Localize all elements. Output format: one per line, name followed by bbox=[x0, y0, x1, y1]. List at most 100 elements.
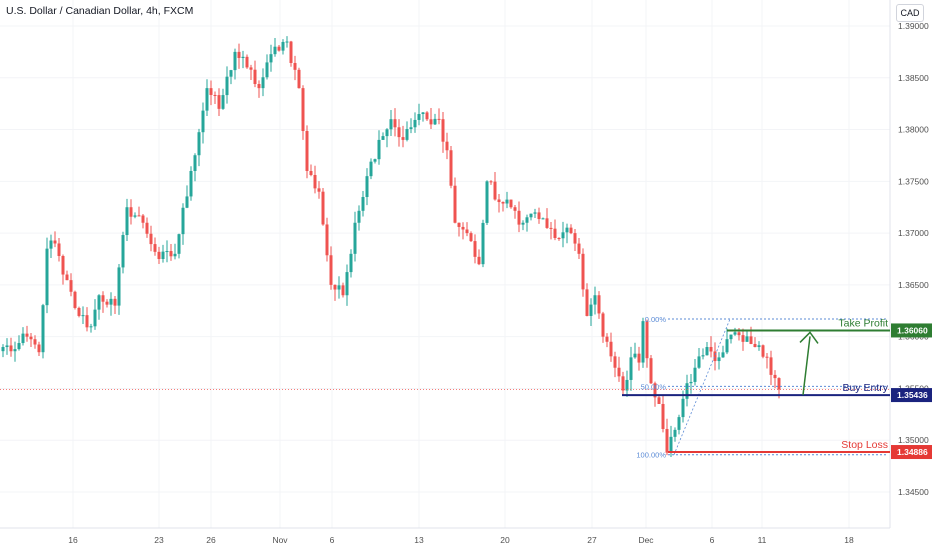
candle-down bbox=[489, 181, 493, 183]
candle-up bbox=[165, 251, 169, 253]
candle-down bbox=[333, 284, 337, 290]
time-tick-label: 18 bbox=[844, 535, 854, 545]
candle-up bbox=[389, 119, 393, 130]
candle-up bbox=[161, 251, 165, 259]
candle-up bbox=[561, 232, 565, 239]
price-tick-label: 1.38000 bbox=[898, 125, 929, 135]
candle-up bbox=[681, 398, 685, 418]
candle-down bbox=[573, 233, 577, 244]
candle-up bbox=[729, 334, 733, 340]
candle-up bbox=[705, 347, 709, 356]
candle-up bbox=[265, 62, 269, 78]
candle-down bbox=[213, 94, 217, 96]
candle-up bbox=[225, 76, 229, 96]
candle-up bbox=[1, 347, 5, 352]
candle-up bbox=[725, 339, 729, 353]
candle-down bbox=[473, 241, 477, 257]
candle-down bbox=[741, 335, 745, 342]
candle-up bbox=[337, 285, 341, 290]
candle-down bbox=[317, 188, 321, 192]
candle-up bbox=[541, 218, 545, 220]
candle-up bbox=[629, 357, 633, 380]
candle-down bbox=[665, 428, 669, 453]
candle-down bbox=[621, 376, 625, 391]
candle-down bbox=[513, 207, 517, 211]
time-tick-label: 13 bbox=[414, 535, 424, 545]
candle-down bbox=[469, 233, 473, 242]
candle-up bbox=[533, 212, 537, 214]
candle-down bbox=[713, 351, 717, 362]
candle-down bbox=[661, 403, 665, 429]
candle-up bbox=[417, 114, 421, 120]
candle-down bbox=[461, 226, 465, 230]
candle-up bbox=[757, 345, 761, 348]
candle-up bbox=[565, 227, 569, 233]
candle-down bbox=[777, 378, 781, 390]
candle-down bbox=[277, 46, 281, 51]
candle-down bbox=[425, 112, 429, 120]
candle-up bbox=[717, 357, 721, 362]
candle-up bbox=[625, 379, 629, 391]
candle-down bbox=[289, 41, 293, 63]
candle-up bbox=[433, 118, 437, 125]
candle-down bbox=[101, 295, 105, 302]
candle-down bbox=[105, 301, 109, 305]
currency-button[interactable]: CAD bbox=[896, 4, 924, 22]
time-tick-label: 6 bbox=[330, 535, 335, 545]
candle-down bbox=[609, 341, 613, 357]
candle-up bbox=[173, 253, 177, 257]
candle-down bbox=[585, 289, 589, 316]
price-tag bbox=[891, 445, 932, 460]
candle-down bbox=[457, 222, 461, 227]
candle-up bbox=[345, 272, 349, 296]
candle-up bbox=[221, 95, 225, 109]
time-tick-label: 23 bbox=[154, 535, 164, 545]
candle-up bbox=[505, 199, 509, 204]
candle-up bbox=[177, 234, 181, 254]
candle-up bbox=[485, 181, 489, 223]
candle-down bbox=[737, 332, 741, 336]
candle-down bbox=[293, 62, 297, 70]
candle-up bbox=[121, 235, 125, 268]
candle-down bbox=[169, 251, 173, 257]
candle-up bbox=[197, 132, 201, 156]
candle-up bbox=[521, 222, 525, 225]
candle-up bbox=[745, 336, 749, 342]
candle-up bbox=[409, 127, 413, 130]
candle-up bbox=[181, 207, 185, 235]
price-tick-label: 1.34500 bbox=[898, 487, 929, 497]
candle-down bbox=[65, 274, 69, 281]
candle-up bbox=[241, 56, 245, 58]
candle-down bbox=[397, 127, 401, 138]
candle-down bbox=[137, 215, 141, 217]
candle-down bbox=[393, 119, 397, 128]
candle-up bbox=[97, 295, 101, 310]
price-axis[interactable]: 1.39000 1.38500 1.38000 1.37500 1.37000 1.365… bbox=[891, 21, 932, 497]
candle-down bbox=[217, 95, 221, 109]
candle-down bbox=[297, 69, 301, 89]
candle-up bbox=[721, 352, 725, 358]
candle-down bbox=[445, 141, 449, 151]
fib-level-label: 0.00% bbox=[645, 315, 667, 324]
candle-down bbox=[325, 224, 329, 256]
candle-down bbox=[429, 119, 433, 125]
time-tick-label: 26 bbox=[206, 535, 216, 545]
candle-up bbox=[701, 355, 705, 357]
candle-up bbox=[373, 159, 377, 162]
candle-down bbox=[649, 358, 653, 384]
price-tick-label: 1.36500 bbox=[898, 280, 929, 290]
candle-down bbox=[753, 343, 757, 348]
candle-down bbox=[449, 150, 453, 186]
candle-up bbox=[5, 345, 9, 348]
candle-down bbox=[85, 315, 89, 328]
candle-up bbox=[273, 46, 277, 55]
candle-up bbox=[109, 298, 113, 305]
candle-down bbox=[577, 243, 581, 254]
candle-up bbox=[673, 429, 677, 437]
time-axis[interactable]: 16 23 26 Nov 6 13 20 27 Dec 6 11 18 bbox=[68, 535, 854, 545]
price-tag-text: 1.36060 bbox=[897, 325, 928, 335]
price-tag-text: 1.34886 bbox=[897, 447, 928, 457]
candle-down bbox=[617, 367, 621, 377]
